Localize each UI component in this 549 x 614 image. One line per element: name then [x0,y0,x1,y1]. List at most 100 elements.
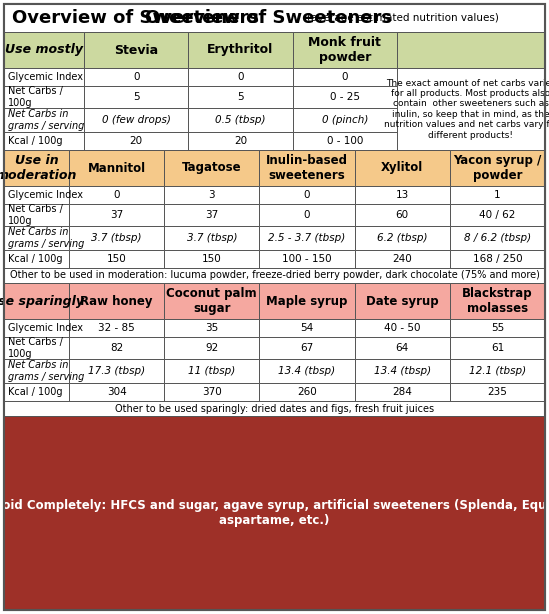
Text: 235: 235 [488,387,507,397]
Text: 64: 64 [396,343,409,353]
Text: 12.1 (tbsp): 12.1 (tbsp) [469,366,526,376]
Bar [4,383,69,401]
Text: Glycemic Index: Glycemic Index [8,323,83,333]
Text: (average estimated nutrition values): (average estimated nutrition values) [307,13,499,23]
Text: 150: 150 [202,254,222,264]
Bar [4,283,69,319]
Text: Mannitol: Mannitol [87,161,145,174]
Text: Use mostly: Use mostly [5,44,83,56]
Text: 0: 0 [341,72,348,82]
Text: Use sparingly: Use sparingly [0,295,85,308]
Text: Net Carbs /
100g: Net Carbs / 100g [8,337,63,359]
Text: Glycemic Index: Glycemic Index [8,190,83,200]
Text: Inulin-based
sweeteners: Inulin-based sweeteners [266,154,348,182]
Bar [259,383,355,401]
Text: 370: 370 [202,387,222,397]
Bar [355,383,450,401]
Bar [355,186,450,204]
Bar [4,359,69,383]
Bar [355,150,450,186]
Bar [259,283,355,319]
Text: 40 / 62: 40 / 62 [479,210,516,220]
Bar [355,250,450,268]
Bar [259,319,355,337]
Bar [69,250,164,268]
Bar [293,68,397,86]
Text: Kcal / 100g: Kcal / 100g [8,254,63,264]
Text: 3.7 (tbsp): 3.7 (tbsp) [91,233,142,243]
Text: 5: 5 [133,92,139,102]
Text: Tagatose: Tagatose [182,161,242,174]
Text: 35: 35 [205,323,219,333]
Bar [397,68,545,150]
Bar [4,32,84,68]
Bar [450,383,545,401]
Text: Erythritol: Erythritol [208,44,273,56]
Text: 55: 55 [491,323,504,333]
Bar [259,204,355,226]
Bar [355,359,450,383]
Text: 2.5 - 3.7 (tbsp): 2.5 - 3.7 (tbsp) [268,233,346,243]
Bar [164,383,259,401]
Bar [84,86,188,108]
Text: 61: 61 [491,343,504,353]
Text: Overview of Sweeteners: Overview of Sweeteners [12,9,259,27]
Bar [450,359,545,383]
Bar [293,86,397,108]
Bar [4,108,84,132]
Text: Glycemic Index: Glycemic Index [8,72,83,82]
Bar [259,226,355,250]
Bar [164,283,259,319]
Bar [69,283,164,319]
Text: 54: 54 [300,323,313,333]
Bar [164,319,259,337]
Text: 5: 5 [237,92,244,102]
Bar [188,68,293,86]
Text: Avoid Completely: HFCS and sugar, agave syrup, artificial sweeteners (Splenda, E: Avoid Completely: HFCS and sugar, agave … [0,499,549,527]
Text: 284: 284 [393,387,412,397]
Bar [259,359,355,383]
Bar [355,337,450,359]
Bar [164,186,259,204]
Bar [259,250,355,268]
Bar [164,337,259,359]
Text: Kcal / 100g: Kcal / 100g [8,387,63,397]
Text: Other to be used in moderation: lucuma powder, freeze-dried berry powder, dark c: Other to be used in moderation: lucuma p… [9,271,540,281]
Bar [4,86,84,108]
Bar [355,283,450,319]
Text: 20: 20 [130,136,143,146]
Bar [259,337,355,359]
Bar [293,32,397,68]
Bar [69,186,164,204]
Bar [84,68,188,86]
Bar [450,186,545,204]
Bar [4,4,545,32]
Bar [69,383,164,401]
Text: 8 / 6.2 (tbsp): 8 / 6.2 (tbsp) [464,233,531,243]
Text: 0: 0 [113,190,120,200]
Bar [69,319,164,337]
Bar [164,226,259,250]
Text: 13.4 (tbsp): 13.4 (tbsp) [374,366,431,376]
Bar [84,108,188,132]
Text: Net Carbs in
grams / serving: Net Carbs in grams / serving [8,227,85,249]
Text: Blackstrap
molasses: Blackstrap molasses [462,287,533,315]
Bar [259,186,355,204]
Text: 3.7 (tbsp): 3.7 (tbsp) [187,233,237,243]
Text: Net Carbs /
100g: Net Carbs / 100g [8,204,63,226]
Text: 0: 0 [133,72,139,82]
Bar [4,268,545,283]
Text: Net Carbs /
100g: Net Carbs / 100g [8,86,63,108]
Text: 260: 260 [297,387,317,397]
Text: Net Carbs in
grams / serving: Net Carbs in grams / serving [8,109,85,131]
Bar [164,359,259,383]
Text: 240: 240 [393,254,412,264]
Bar [4,416,545,610]
Text: 100 - 150: 100 - 150 [282,254,332,264]
Bar [188,86,293,108]
Text: 0 - 100: 0 - 100 [327,136,363,146]
Text: Use in
moderation: Use in moderation [0,154,77,182]
Bar [397,32,545,68]
Text: 3: 3 [209,190,215,200]
Text: 1: 1 [494,190,501,200]
